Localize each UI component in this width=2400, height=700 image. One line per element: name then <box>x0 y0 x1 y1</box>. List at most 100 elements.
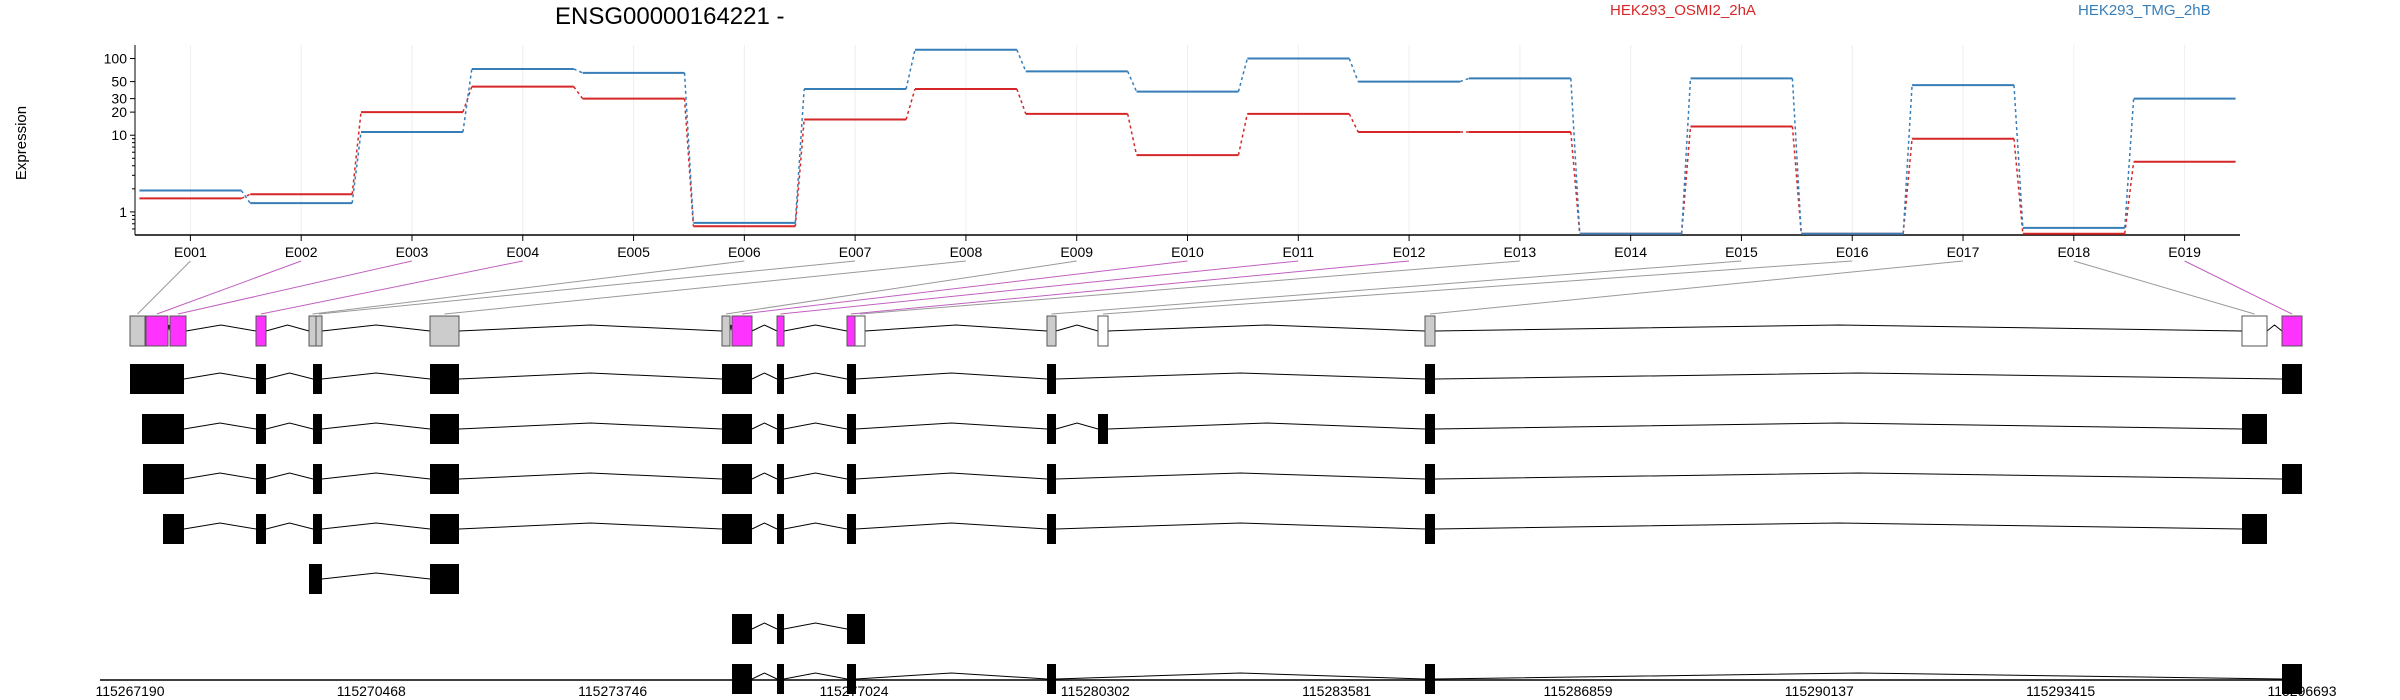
y-tick-label: 100 <box>104 51 128 67</box>
expression-connector <box>1680 126 1692 234</box>
series-HEK293_OSMI2_2hA <box>139 85 2236 235</box>
coordinate-tick-label: 115277024 <box>819 683 888 699</box>
exon-connector <box>312 260 745 315</box>
x-tick-label: E013 <box>1504 244 1537 260</box>
x-tick-label: E012 <box>1393 244 1426 260</box>
x-tick-label: E001 <box>174 244 207 260</box>
transcript-intron <box>751 622 848 630</box>
transcript-exon <box>309 564 322 594</box>
series-HEK293_TMG_2hB <box>139 48 2236 235</box>
transcript-exon <box>1425 514 1435 544</box>
exon-bin <box>429 315 460 347</box>
exon-bin <box>1046 315 1057 347</box>
exon-bin <box>1097 315 1109 347</box>
expression-connector <box>351 112 362 195</box>
transcript-exon <box>847 514 856 544</box>
transcript-exon <box>1098 414 1108 444</box>
expression-connector <box>1126 113 1138 156</box>
transcript-exon <box>313 514 322 544</box>
transcript-intron <box>751 672 2283 680</box>
legend-entry-osmi2: HEK293_OSMI2_2hA <box>1610 2 1756 19</box>
transcript-7 <box>732 664 2302 694</box>
exon-connector <box>156 260 302 315</box>
transcript-exon <box>847 364 856 394</box>
expression-connector <box>1459 77 1470 83</box>
coordinate-tick-label: 115267190 <box>95 683 164 699</box>
expression-connector <box>1348 113 1359 133</box>
x-tick-label: E016 <box>1836 244 1869 260</box>
exon-connector <box>1429 260 1964 315</box>
transcript-exon <box>130 364 184 394</box>
exon-connector <box>1051 260 1742 315</box>
x-tick-label: E018 <box>2057 244 2090 260</box>
y-tick-label: 30 <box>111 91 127 107</box>
exon-bin <box>2241 315 2268 347</box>
transcript-exon <box>847 414 856 444</box>
transcript-exon <box>430 414 459 444</box>
coordinate-tick-label: 115283581 <box>1302 683 1371 699</box>
transcript-1 <box>130 364 2302 394</box>
transcript-exon <box>430 564 459 594</box>
expression-connector <box>2124 161 2135 234</box>
transcript-exon <box>722 464 752 494</box>
x-tick-label: E007 <box>839 244 872 260</box>
transcript-6 <box>732 614 865 644</box>
series-layer <box>139 48 2236 235</box>
x-tick-label: E010 <box>1171 244 1204 260</box>
coordinate-tick-label: 115273746 <box>578 683 647 699</box>
x-tick-label: E009 <box>1060 244 1093 260</box>
transcript-exon <box>256 514 266 544</box>
transcript-exon <box>313 464 322 494</box>
transcript-exon <box>2282 364 2302 394</box>
transcript-exon <box>256 414 266 444</box>
transcript-exon <box>2242 414 2267 444</box>
exon-connector <box>2073 260 2255 315</box>
coordinate-tick-label: 115286859 <box>1543 683 1612 699</box>
exon-connector <box>780 260 1299 315</box>
expression-connector <box>2013 85 2024 228</box>
coordinate-tick-label: 115290137 <box>1785 683 1854 699</box>
transcript-exon <box>163 514 184 544</box>
transcript-exon <box>1047 364 1056 394</box>
genomic-coordinate-axis: 115267190 115270468 115273746 115277024 1152… <box>95 679 2337 699</box>
x-tick-label: E005 <box>617 244 650 260</box>
exon-connector-lines <box>137 260 2293 315</box>
x-axis: E001 E002 E003 E004 E005 E006 E007 E008 E009 E010… <box>135 234 2240 260</box>
exon-bin <box>846 315 856 347</box>
expression-connector <box>240 190 251 204</box>
coordinate-tick-label: 115296693 <box>2267 683 2336 699</box>
transcript-exon <box>143 464 184 494</box>
x-tick-label: E008 <box>950 244 983 260</box>
exon-connector <box>444 260 966 315</box>
transcript-intron <box>183 472 2283 480</box>
y-tick-label: 10 <box>111 127 127 143</box>
transcript-intron <box>183 372 2283 380</box>
exon-connector <box>177 260 413 315</box>
exon-bin <box>731 315 753 347</box>
transcript-exon <box>777 614 784 644</box>
transcript-tracks <box>130 364 2302 694</box>
exon-bin <box>169 315 187 347</box>
expression-connector <box>573 86 584 100</box>
expression-connector <box>905 49 916 90</box>
expression-connector <box>1237 113 1249 156</box>
x-tick-label: E004 <box>506 244 539 260</box>
exon-bin <box>2281 315 2303 347</box>
transcript-exon <box>777 664 784 694</box>
expression-connector <box>241 193 251 200</box>
exon-bin <box>145 315 169 347</box>
transcript-intron <box>183 422 2243 430</box>
exon-bin <box>776 315 785 347</box>
x-tick-label: E006 <box>728 244 761 260</box>
expression-connector <box>1237 58 1249 92</box>
transcript-exon <box>142 414 184 444</box>
coordinate-tick-label: 115293415 <box>2026 683 2095 699</box>
x-tick-label: E011 <box>1282 244 1314 260</box>
x-tick-label: E019 <box>2168 244 2201 260</box>
transcript-exon <box>777 364 784 394</box>
transcript-exon <box>732 664 752 694</box>
x-tick-label: E002 <box>285 244 318 260</box>
transcript-exon <box>1047 664 1056 694</box>
coordinate-tick-label: 115270468 <box>337 683 406 699</box>
exon-bin <box>1424 315 1436 347</box>
